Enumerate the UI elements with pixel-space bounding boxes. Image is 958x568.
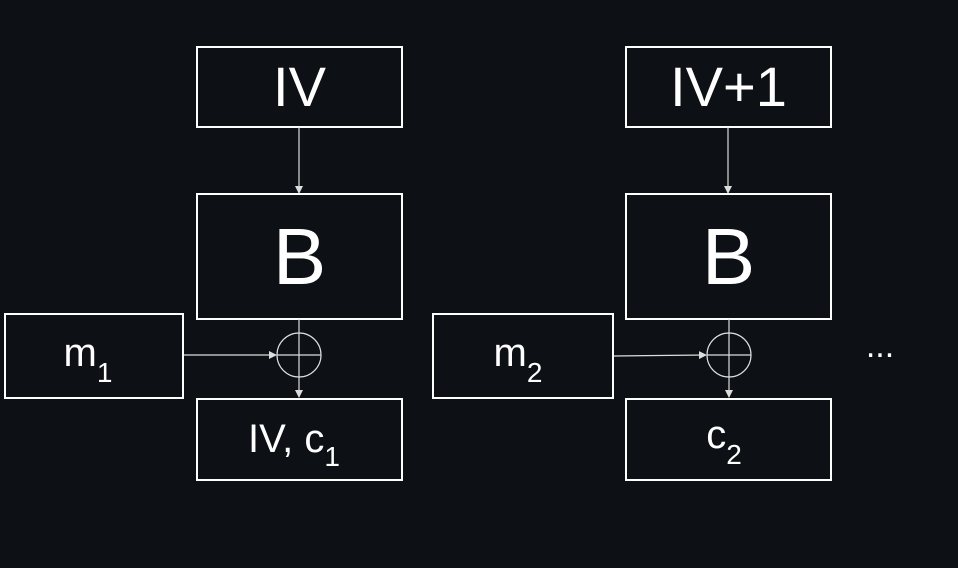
left-chain: IV B m1 IV, c1 [4,46,403,481]
left-message-subscript: 1 [97,357,113,388]
left-output-label: IV, c1 [248,417,340,472]
right-output-label: c2 [706,413,742,470]
right-output-text: c [706,413,726,457]
right-message-text: m [494,331,527,375]
right-output-box [625,398,832,481]
left-iv-label: IV [273,55,327,118]
left-message-box [4,313,184,399]
left-output-box [196,398,403,481]
left-message-text: m [64,331,97,375]
left-message-label: m1 [64,331,113,388]
left-output-text: IV, c [248,417,324,461]
right-message-to-xor-arrow [613,351,707,360]
right-chain: IV+1 B m2 c2 [432,46,832,481]
right-cipher-label: B [702,212,755,301]
continuation-ellipsis: ... [866,327,894,365]
right-output-subscript: 2 [726,439,742,470]
right-iv-label: IV+1 [670,55,787,118]
right-message-box [432,313,614,399]
left-cipher-label: B [273,212,326,301]
right-message-label: m2 [494,331,543,388]
left-output-subscript: 1 [324,441,340,472]
right-message-subscript: 2 [527,357,543,388]
